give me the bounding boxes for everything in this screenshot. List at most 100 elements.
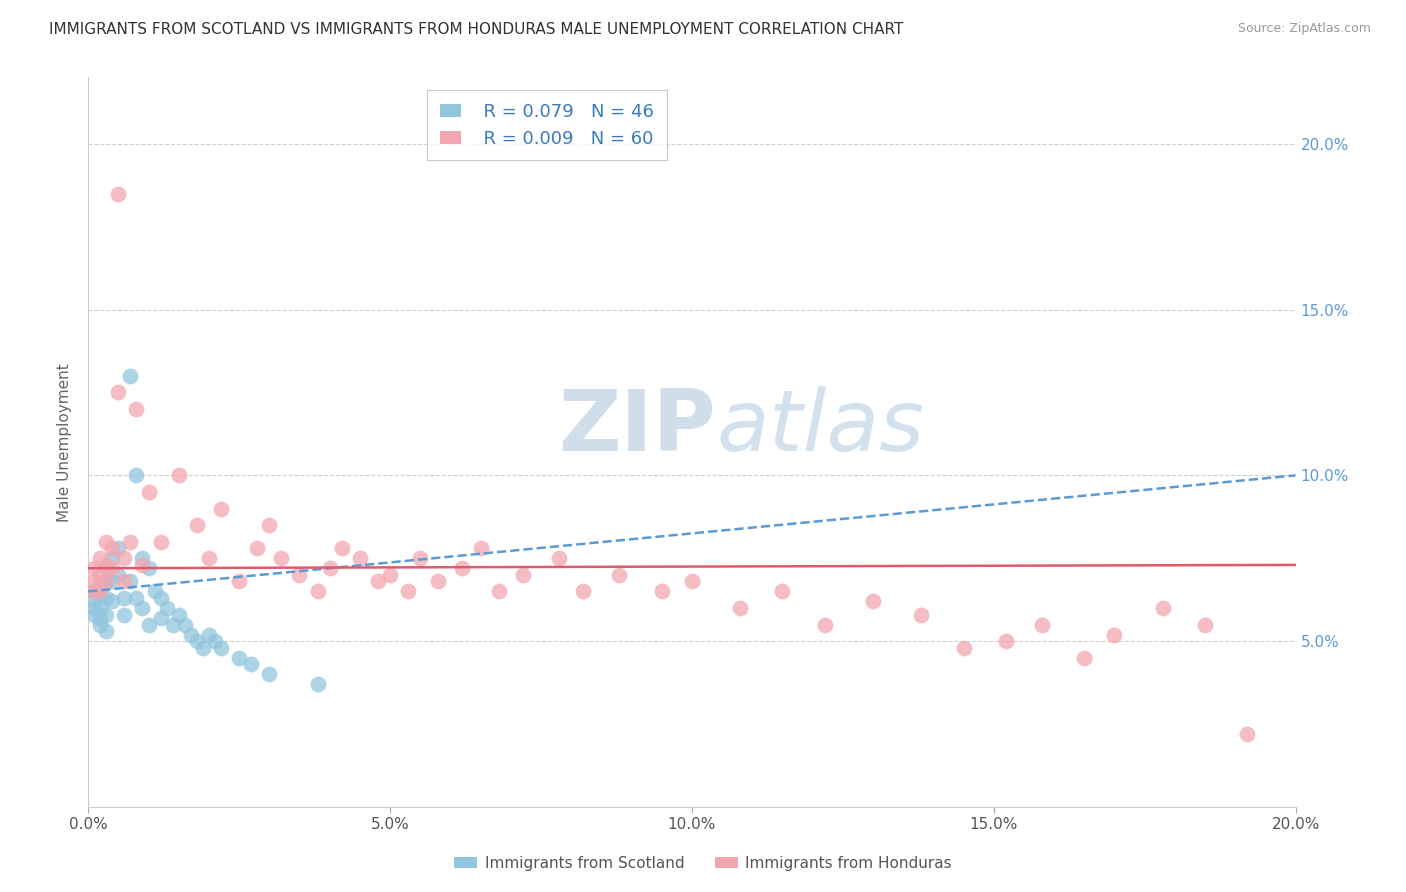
Point [270,551,292,566]
Point [186,518,208,533]
Point [728,601,751,615]
Point [228,650,250,665]
Point [89,584,111,599]
Point [1152,601,1174,615]
Point [994,634,1017,648]
Point [101,541,124,556]
Point [246,541,269,556]
Point [83,601,105,615]
Point [651,584,673,599]
Point [209,640,232,655]
Point [396,584,419,599]
Point [89,617,111,632]
Point [149,611,172,625]
Point [330,541,353,556]
Point [910,607,932,622]
Point [138,617,160,632]
Point [173,617,195,632]
Point [1031,617,1053,632]
Point [149,591,172,605]
Point [112,574,135,589]
Point [96,574,118,589]
Point [96,607,118,622]
Point [259,667,281,681]
Point [1104,627,1126,641]
Point [186,634,208,648]
Point [259,518,281,533]
Point [107,186,129,201]
Point [107,541,129,556]
Point [89,601,111,615]
Point [470,541,492,556]
Point [112,591,135,605]
Point [770,584,793,599]
Point [548,551,571,566]
Point [307,584,329,599]
Text: atlas: atlas [716,386,924,469]
Point [112,551,135,566]
Point [125,468,148,483]
Point [96,558,118,572]
Point [107,567,129,582]
Point [96,534,118,549]
Point [101,561,124,575]
Point [572,584,595,599]
Point [83,561,105,575]
Point [112,607,135,622]
Point [367,574,389,589]
Point [1194,617,1216,632]
Point [96,574,118,589]
Point [156,601,179,615]
Point [138,561,160,575]
Point [125,402,148,417]
Point [120,368,142,383]
Point [952,640,974,655]
Point [1236,727,1258,741]
Point [198,551,221,566]
Point [162,617,184,632]
Point [83,584,105,599]
Point [318,561,340,575]
Point [83,574,105,589]
Text: ZIP: ZIP [558,386,716,469]
Point [83,594,105,608]
Point [83,584,105,599]
Point [120,574,142,589]
Point [138,485,160,500]
Point [288,567,311,582]
Point [1073,650,1095,665]
Point [862,594,884,608]
Point [131,558,153,572]
Point [191,640,214,655]
Point [101,574,124,589]
Point [131,551,153,566]
Point [89,578,111,592]
Point [378,567,401,582]
Text: Source: ZipAtlas.com: Source: ZipAtlas.com [1237,22,1371,36]
Point [143,584,166,599]
Point [101,594,124,608]
Point [451,561,474,575]
Point [96,591,118,605]
Point [149,534,172,549]
Point [488,584,510,599]
Text: IMMIGRANTS FROM SCOTLAND VS IMMIGRANTS FROM HONDURAS MALE UNEMPLOYMENT CORRELATI: IMMIGRANTS FROM SCOTLAND VS IMMIGRANTS F… [49,22,904,37]
Legend: Immigrants from Scotland, Immigrants from Honduras: Immigrants from Scotland, Immigrants fro… [449,850,957,877]
Point [167,468,190,483]
Point [83,607,105,622]
Point [349,551,371,566]
Point [198,627,221,641]
Point [204,634,226,648]
Point [228,574,250,589]
Point [89,567,111,582]
Point [125,591,148,605]
Point [180,627,202,641]
Point [96,624,118,639]
Point [240,657,263,672]
Point [131,601,153,615]
Point [814,617,837,632]
Point [427,574,450,589]
Point [89,551,111,566]
Point [681,574,703,589]
Point [89,611,111,625]
